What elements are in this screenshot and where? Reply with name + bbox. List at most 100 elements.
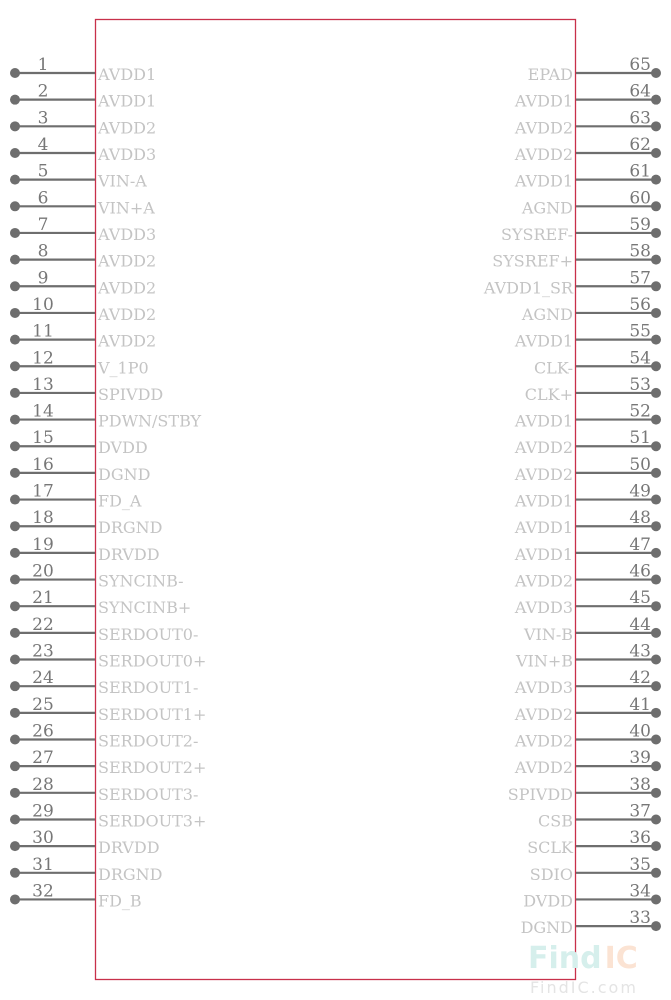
pin-left[interactable]: 17 FD_A — [10, 482, 142, 511]
pin-dot[interactable] — [10, 227, 20, 238]
pin-right[interactable]: 36 SCLK — [527, 828, 661, 857]
pin-dot[interactable] — [10, 547, 20, 558]
pin-left[interactable]: 3 AVDD2 — [10, 108, 156, 137]
pin-dot[interactable] — [651, 121, 661, 132]
pin-right[interactable]: 56 AGND — [521, 295, 661, 324]
pin-left[interactable]: 1 AVDD1 — [10, 55, 156, 84]
pin-right[interactable]: 48 AVDD1 — [514, 508, 661, 537]
pin-right[interactable]: 41 AVDD2 — [514, 695, 661, 724]
pin-dot[interactable] — [10, 707, 20, 718]
pin-dot[interactable] — [10, 894, 20, 905]
pin-right[interactable]: 46 AVDD2 — [514, 562, 661, 591]
pin-dot[interactable] — [651, 867, 661, 878]
pin-dot[interactable] — [10, 761, 20, 772]
pin-left[interactable]: 31 DRGND — [10, 855, 162, 884]
pin-left[interactable]: 18 DRGND — [10, 508, 162, 537]
pin-dot[interactable] — [651, 94, 661, 105]
pin-left[interactable]: 28 SERDOUT3- — [10, 775, 198, 804]
pin-left[interactable]: 26 SERDOUT2- — [10, 722, 198, 751]
pin-left[interactable]: 5 VIN-A — [10, 162, 147, 191]
pin-right[interactable]: 38 SPIVDD — [508, 775, 661, 804]
pin-dot[interactable] — [651, 574, 661, 585]
pin-dot[interactable] — [651, 707, 661, 718]
pin-dot[interactable] — [10, 601, 20, 612]
pin-right[interactable]: 59 SYSREF- — [501, 215, 661, 244]
pin-dot[interactable] — [10, 654, 20, 665]
pin-dot[interactable] — [10, 841, 20, 852]
pin-dot[interactable] — [651, 281, 661, 292]
pin-left[interactable]: 32 FD_B — [10, 881, 142, 910]
pin-left[interactable]: 9 AVDD2 — [10, 268, 156, 297]
pin-right[interactable]: 63 AVDD2 — [514, 108, 661, 137]
pin-right[interactable]: 58 SYSREF+ — [492, 242, 661, 271]
pin-dot[interactable] — [10, 814, 20, 825]
pin-dot[interactable] — [651, 494, 661, 505]
pin-dot[interactable] — [651, 761, 661, 772]
pin-right[interactable]: 42 AVDD3 — [514, 668, 661, 697]
pin-dot[interactable] — [10, 147, 20, 158]
pin-left[interactable]: 4 AVDD3 — [10, 135, 156, 164]
pin-dot[interactable] — [651, 681, 661, 692]
pin-dot[interactable] — [10, 867, 20, 878]
pin-dot[interactable] — [651, 414, 661, 425]
pin-dot[interactable] — [10, 174, 20, 185]
pin-dot[interactable] — [651, 894, 661, 905]
pin-left[interactable]: 24 SERDOUT1- — [10, 668, 198, 697]
pin-dot[interactable] — [651, 227, 661, 238]
pin-dot[interactable] — [651, 547, 661, 558]
pin-dot[interactable] — [651, 521, 661, 532]
pin-left[interactable]: 19 DRVDD — [10, 535, 160, 564]
pin-dot[interactable] — [651, 814, 661, 825]
pin-dot[interactable] — [10, 201, 20, 212]
pin-left[interactable]: 11 AVDD2 — [10, 322, 156, 351]
pin-right[interactable]: 44 VIN-B — [523, 615, 661, 644]
pin-dot[interactable] — [651, 441, 661, 452]
pin-right[interactable]: 51 AVDD2 — [514, 428, 661, 457]
pin-right[interactable]: 64 AVDD1 — [514, 82, 661, 111]
pin-dot[interactable] — [10, 521, 20, 532]
pin-dot[interactable] — [651, 601, 661, 612]
pin-left[interactable]: 10 AVDD2 — [10, 295, 156, 324]
pin-left[interactable]: 27 SERDOUT2+ — [10, 748, 206, 777]
pin-dot[interactable] — [10, 307, 20, 318]
pin-dot[interactable] — [10, 414, 20, 425]
pin-left[interactable]: 8 AVDD2 — [10, 242, 156, 271]
pin-dot[interactable] — [651, 841, 661, 852]
pin-left[interactable]: 13 SPIVDD — [10, 375, 163, 404]
pin-dot[interactable] — [10, 361, 20, 372]
pin-right[interactable]: 62 AVDD2 — [514, 135, 661, 164]
pin-dot[interactable] — [10, 734, 20, 745]
pin-right[interactable]: 47 AVDD1 — [514, 535, 661, 564]
pin-dot[interactable] — [10, 494, 20, 505]
pin-right[interactable]: 33 DGND — [521, 908, 661, 937]
pin-dot[interactable] — [651, 334, 661, 345]
pin-dot[interactable] — [10, 574, 20, 585]
pin-left[interactable]: 15 DVDD — [10, 428, 148, 457]
pin-dot[interactable] — [651, 627, 661, 638]
pin-left[interactable]: 14 PDWN/STBY — [10, 402, 202, 431]
pin-right[interactable]: 54 CLK- — [534, 348, 661, 377]
pin-right[interactable]: 50 AVDD2 — [514, 455, 661, 484]
pin-right[interactable]: 40 AVDD2 — [514, 722, 661, 751]
pin-left[interactable]: 22 SERDOUT0- — [10, 615, 198, 644]
pin-right[interactable]: 34 DVDD — [523, 881, 661, 910]
pin-right[interactable]: 57 AVDD1_SR — [483, 268, 661, 297]
pin-left[interactable]: 6 VIN+A — [10, 188, 155, 217]
pin-left[interactable]: 16 DGND — [10, 455, 150, 484]
pin-left[interactable]: 7 AVDD3 — [10, 215, 156, 244]
pin-dot[interactable] — [651, 467, 661, 478]
pin-right[interactable]: 55 AVDD1 — [514, 322, 661, 351]
pin-dot[interactable] — [10, 281, 20, 292]
pin-right[interactable]: 61 AVDD1 — [514, 162, 661, 191]
pin-right[interactable]: 43 VIN+B — [515, 642, 661, 671]
pin-left[interactable]: 2 AVDD1 — [10, 82, 156, 111]
pin-dot[interactable] — [10, 334, 20, 345]
pin-left[interactable]: 23 SERDOUT0+ — [10, 642, 206, 671]
pin-right[interactable]: 52 AVDD1 — [514, 402, 661, 431]
pin-right[interactable]: 39 AVDD2 — [514, 748, 661, 777]
pin-dot[interactable] — [10, 441, 20, 452]
pin-left[interactable]: 29 SERDOUT3+ — [10, 801, 206, 830]
pin-dot[interactable] — [651, 254, 661, 265]
pin-dot[interactable] — [651, 787, 661, 798]
pin-dot[interactable] — [10, 121, 20, 132]
